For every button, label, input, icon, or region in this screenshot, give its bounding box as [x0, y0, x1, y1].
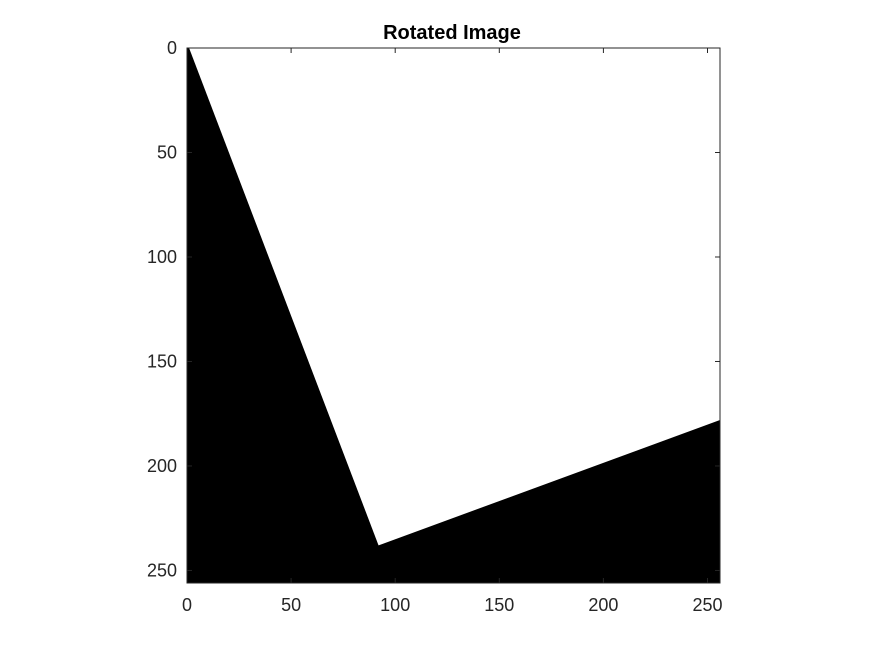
- x-tick-label: 200: [588, 595, 618, 615]
- plot-area: [186, 47, 721, 584]
- x-tick-label: 100: [380, 595, 410, 615]
- axes-box: [186, 47, 721, 584]
- x-tick-label: 250: [692, 595, 722, 615]
- x-axis: 0 50 100 150 200 250: [182, 48, 723, 615]
- y-axis: 0 50 100 150 200 250: [147, 38, 720, 580]
- chart-title: Rotated Image: [383, 22, 521, 44]
- x-tick-label: 150: [484, 595, 514, 615]
- y-tick-label: 150: [147, 351, 177, 371]
- y-tick-label: 200: [147, 456, 177, 476]
- x-tick-label: 50: [281, 595, 301, 615]
- x-tick-label: 0: [182, 595, 192, 615]
- y-tick-label: 100: [147, 247, 177, 267]
- y-tick-label: 250: [147, 560, 177, 580]
- white-region: [189, 48, 720, 546]
- y-tick-label: 50: [157, 142, 177, 162]
- y-tick-label: 0: [167, 38, 177, 58]
